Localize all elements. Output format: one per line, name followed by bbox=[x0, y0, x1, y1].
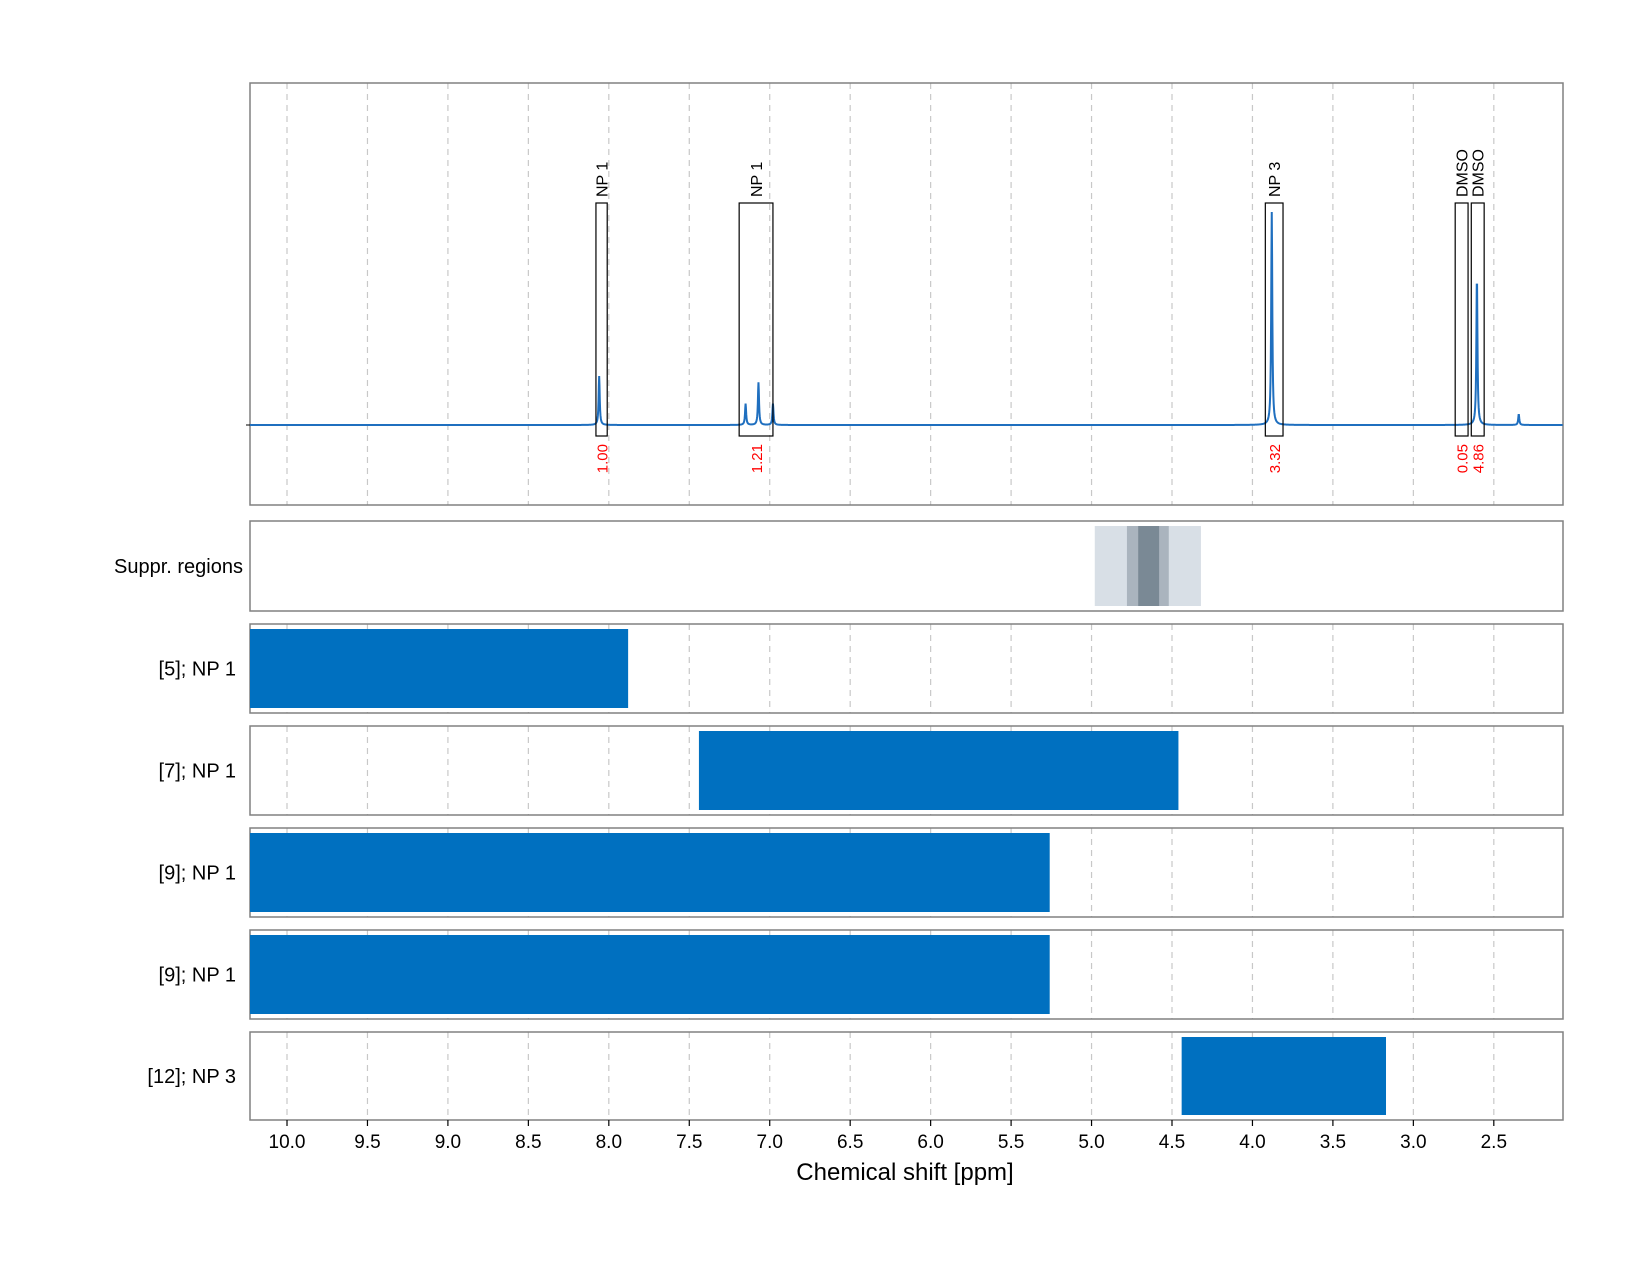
track-label: [9]; NP 1 bbox=[159, 965, 236, 987]
integral-value: 0.05 bbox=[1455, 444, 1472, 473]
suppression-panel: Suppr. regions bbox=[114, 520, 1564, 612]
x-tick-label: 4.0 bbox=[1239, 1132, 1265, 1153]
range-bar bbox=[250, 833, 1050, 912]
x-tick-label: 6.0 bbox=[917, 1132, 943, 1153]
x-tick-label: 10.0 bbox=[269, 1132, 306, 1153]
track-frame bbox=[249, 1031, 1564, 1121]
x-tick-label: 2.5 bbox=[1481, 1132, 1507, 1153]
x-tick-label: 7.5 bbox=[676, 1132, 702, 1153]
spectrum-panel: NP 1 1.00 NP 1 1.21 NP 3 3.32 DMSO 0.05 DMSO 4.86 bbox=[246, 82, 1564, 506]
x-tick-label: 3.5 bbox=[1320, 1132, 1346, 1153]
x-tick-label: 3.0 bbox=[1400, 1132, 1426, 1153]
suppression-band bbox=[1138, 526, 1160, 606]
range-bar bbox=[698, 731, 1179, 810]
x-tick-label: 7.0 bbox=[757, 1132, 783, 1153]
x-tick-label: 9.0 bbox=[435, 1132, 461, 1153]
integration-box bbox=[1470, 202, 1485, 437]
x-tick-label: 8.5 bbox=[515, 1132, 541, 1153]
range-bar bbox=[250, 629, 629, 708]
region-label: DMSO bbox=[1471, 149, 1488, 197]
integration-box bbox=[1454, 202, 1469, 437]
spectrum-frame bbox=[249, 82, 1564, 506]
region-label: DMSO bbox=[1455, 149, 1472, 197]
suppression-label: Suppr. regions bbox=[114, 556, 243, 578]
region-label: NP 1 bbox=[595, 162, 612, 197]
spectrum-line bbox=[250, 211, 1563, 426]
region-label: NP 1 bbox=[749, 162, 766, 197]
track-frame bbox=[249, 725, 1564, 816]
track-label: [9]; NP 1 bbox=[159, 863, 236, 885]
x-tick-label: 5.0 bbox=[1078, 1132, 1104, 1153]
x-tick-label: 4.5 bbox=[1159, 1132, 1185, 1153]
range-bar bbox=[1181, 1037, 1387, 1115]
track-label: [12]; NP 3 bbox=[147, 1066, 236, 1088]
integration-box bbox=[1264, 202, 1284, 437]
x-axis: 10.0 9.5 9.0 8.5 8.0 7.5 7.0 6.5 6.0 5.5 5.0 4.5 4.0… bbox=[269, 1120, 1507, 1153]
track-label: [7]; NP 1 bbox=[159, 761, 236, 783]
x-axis-label: Chemical shift [ppm] bbox=[796, 1159, 1013, 1186]
integral-value: 3.32 bbox=[1267, 444, 1284, 473]
x-tick-label: 5.5 bbox=[998, 1132, 1024, 1153]
integral-value: 1.00 bbox=[595, 444, 612, 473]
integral-value: 4.86 bbox=[1471, 444, 1488, 473]
range-bar bbox=[250, 935, 1050, 1014]
x-tick-label: 6.5 bbox=[837, 1132, 863, 1153]
integration-box bbox=[595, 202, 608, 437]
integral-value: 1.21 bbox=[749, 444, 766, 473]
range-tracks: [5]; NP 1 [7]; NP 1 [9]; NP 1 [9]; NP 1 [12]… bbox=[147, 623, 1564, 1121]
integration-box bbox=[738, 202, 774, 437]
suppression-frame bbox=[249, 520, 1564, 612]
x-tick-label: 8.0 bbox=[596, 1132, 622, 1153]
x-tick-label: 9.5 bbox=[354, 1132, 380, 1153]
track-label: [5]; NP 1 bbox=[159, 659, 236, 681]
region-label: NP 3 bbox=[1267, 162, 1284, 197]
